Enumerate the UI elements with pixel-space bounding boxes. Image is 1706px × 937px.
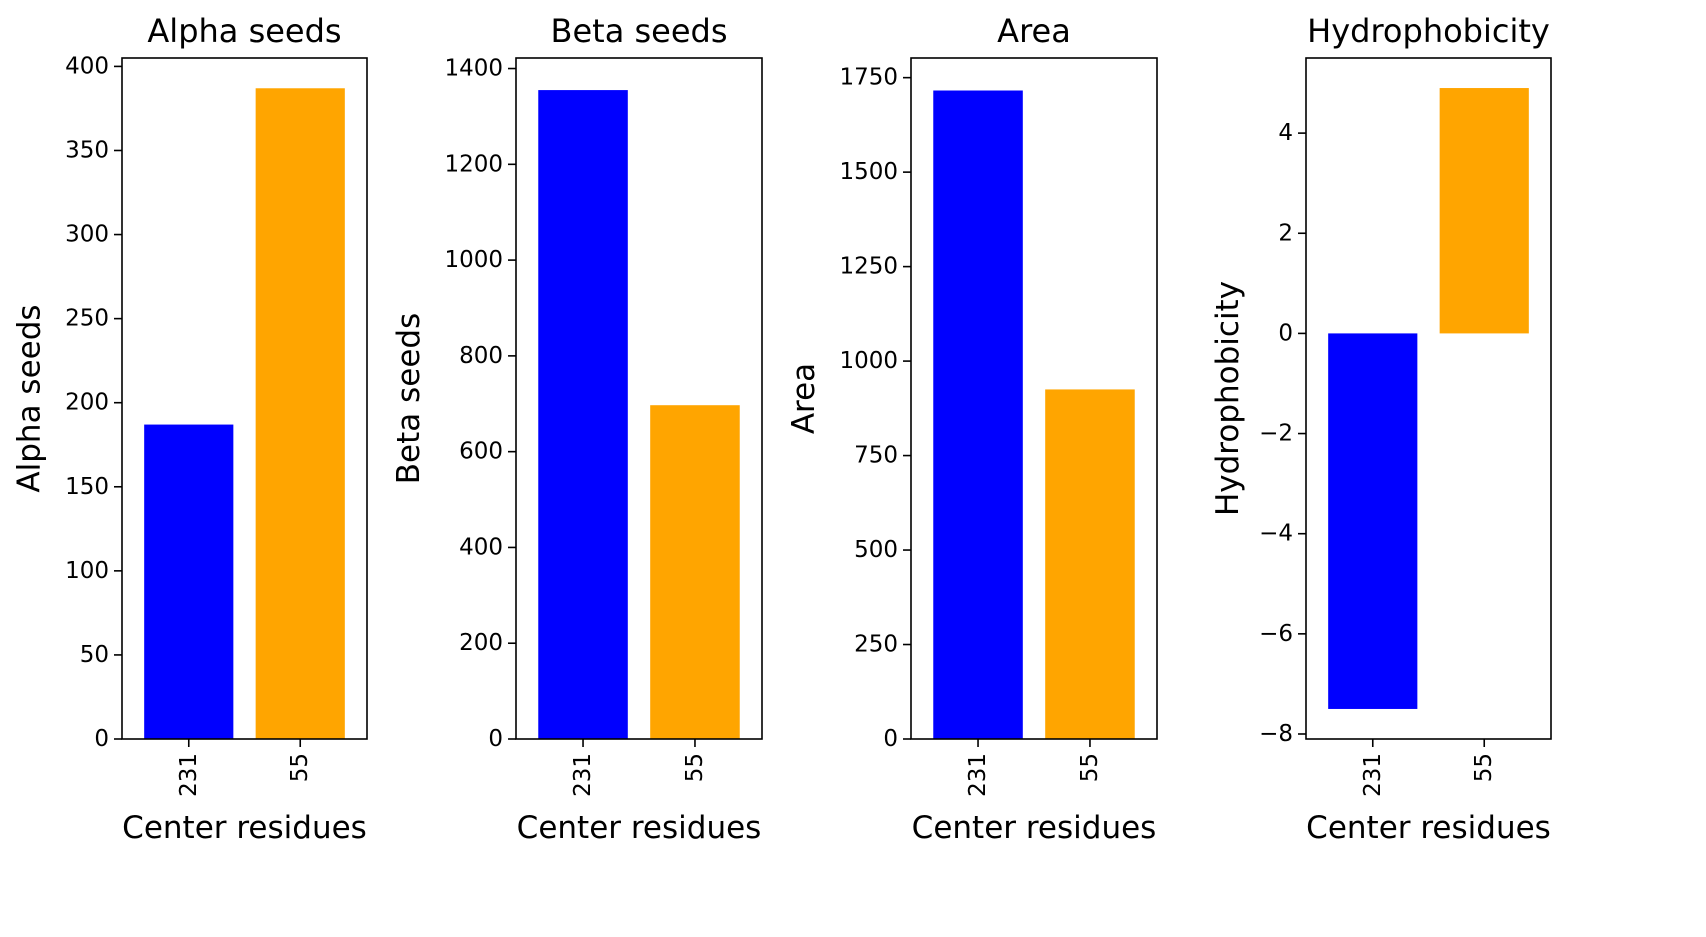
bar-231	[1328, 333, 1418, 709]
x-axis-label: Center residues	[912, 810, 1157, 846]
axes-frame	[910, 57, 1158, 740]
y-tick-label: 1500	[839, 159, 898, 185]
y-tick-label: 1000	[839, 348, 898, 374]
y-tick-label: 0	[1278, 320, 1293, 346]
y-tick-label: 0	[94, 726, 109, 752]
x-tick-label: 55	[682, 753, 708, 782]
x-tick-label: 231	[965, 753, 991, 797]
y-tick-label: 1250	[839, 254, 898, 280]
y-tick-label: −4	[1259, 521, 1293, 547]
y-tick-label: 4	[1278, 120, 1293, 146]
bar-55	[1045, 389, 1135, 739]
bar-55	[255, 88, 345, 740]
axes-frame	[515, 57, 763, 740]
y-tick-label: 600	[459, 439, 503, 465]
y-axis-label: Beta seeds	[391, 313, 427, 484]
y-tick-label: 1400	[444, 56, 503, 82]
x-tick-label: 55	[1471, 753, 1497, 782]
y-tick-label: 250	[854, 632, 898, 658]
chart-title: Beta seeds	[551, 12, 728, 50]
y-tick-label: 50	[80, 642, 109, 668]
bar-55	[1439, 88, 1529, 334]
axes-frame	[1305, 57, 1552, 740]
y-tick-label: 200	[65, 390, 109, 416]
y-tick-label: 500	[854, 537, 898, 563]
x-tick-label: 231	[176, 753, 202, 797]
chart-panel-1: 231 55 0 50 100 150 200 250 300 350 400 Alpha seeds…	[12, 12, 368, 846]
chart-title: Hydrophobicity	[1307, 12, 1550, 50]
y-tick-label: 300	[65, 222, 109, 248]
y-tick-label: 0	[488, 726, 503, 752]
x-axis-label: Center residues	[517, 810, 762, 846]
x-tick-label: 55	[287, 753, 313, 782]
y-tick-label: 250	[65, 306, 109, 332]
chart-title: Area	[997, 12, 1071, 50]
y-tick-label: 750	[854, 443, 898, 469]
y-tick-label: 400	[65, 53, 109, 79]
y-axis-label: Alpha seeds	[12, 304, 48, 492]
x-tick-label: 231	[570, 753, 596, 797]
y-tick-label: 800	[459, 343, 503, 369]
chart-panel-3: 231 55 0 250 500 750 1000 1250 1500 1750 Area Cente…	[786, 12, 1158, 846]
bar-231	[538, 90, 628, 740]
y-tick-label: 2	[1278, 220, 1293, 246]
x-axis-label: Center residues	[1306, 810, 1551, 846]
y-axis-label: Hydrophobicity	[1210, 281, 1246, 516]
chart-panel-4: 231 55 −8 −6 −4 −2 0 2 4 Hydrophobicity Center res…	[1210, 12, 1552, 846]
y-tick-label: 100	[65, 558, 109, 584]
y-tick-label: 1200	[444, 151, 503, 177]
y-tick-label: 1000	[444, 247, 503, 273]
x-tick-label: 231	[1360, 753, 1386, 797]
y-tick-label: 200	[459, 630, 503, 656]
y-tick-label: 150	[65, 474, 109, 500]
chart-title: Alpha seeds	[147, 12, 341, 50]
y-tick-label: 1750	[839, 65, 898, 91]
y-tick-label: 0	[883, 726, 898, 752]
x-axis-label: Center residues	[122, 810, 367, 846]
y-tick-label: −8	[1259, 721, 1293, 747]
bar-55	[650, 405, 740, 739]
chart-panel-2: 231 55 0 200 400 600 800 1000 1200 1400 Beta seeds…	[391, 12, 763, 846]
bar-231	[933, 90, 1023, 740]
y-axis-label: Area	[786, 363, 822, 434]
x-tick-label: 55	[1077, 753, 1103, 782]
y-tick-label: −2	[1259, 421, 1293, 447]
y-tick-label: 350	[65, 137, 109, 163]
y-tick-label: 400	[459, 534, 503, 560]
axes-frame	[121, 57, 368, 740]
y-tick-label: −6	[1259, 621, 1293, 647]
bar-231	[144, 424, 234, 739]
